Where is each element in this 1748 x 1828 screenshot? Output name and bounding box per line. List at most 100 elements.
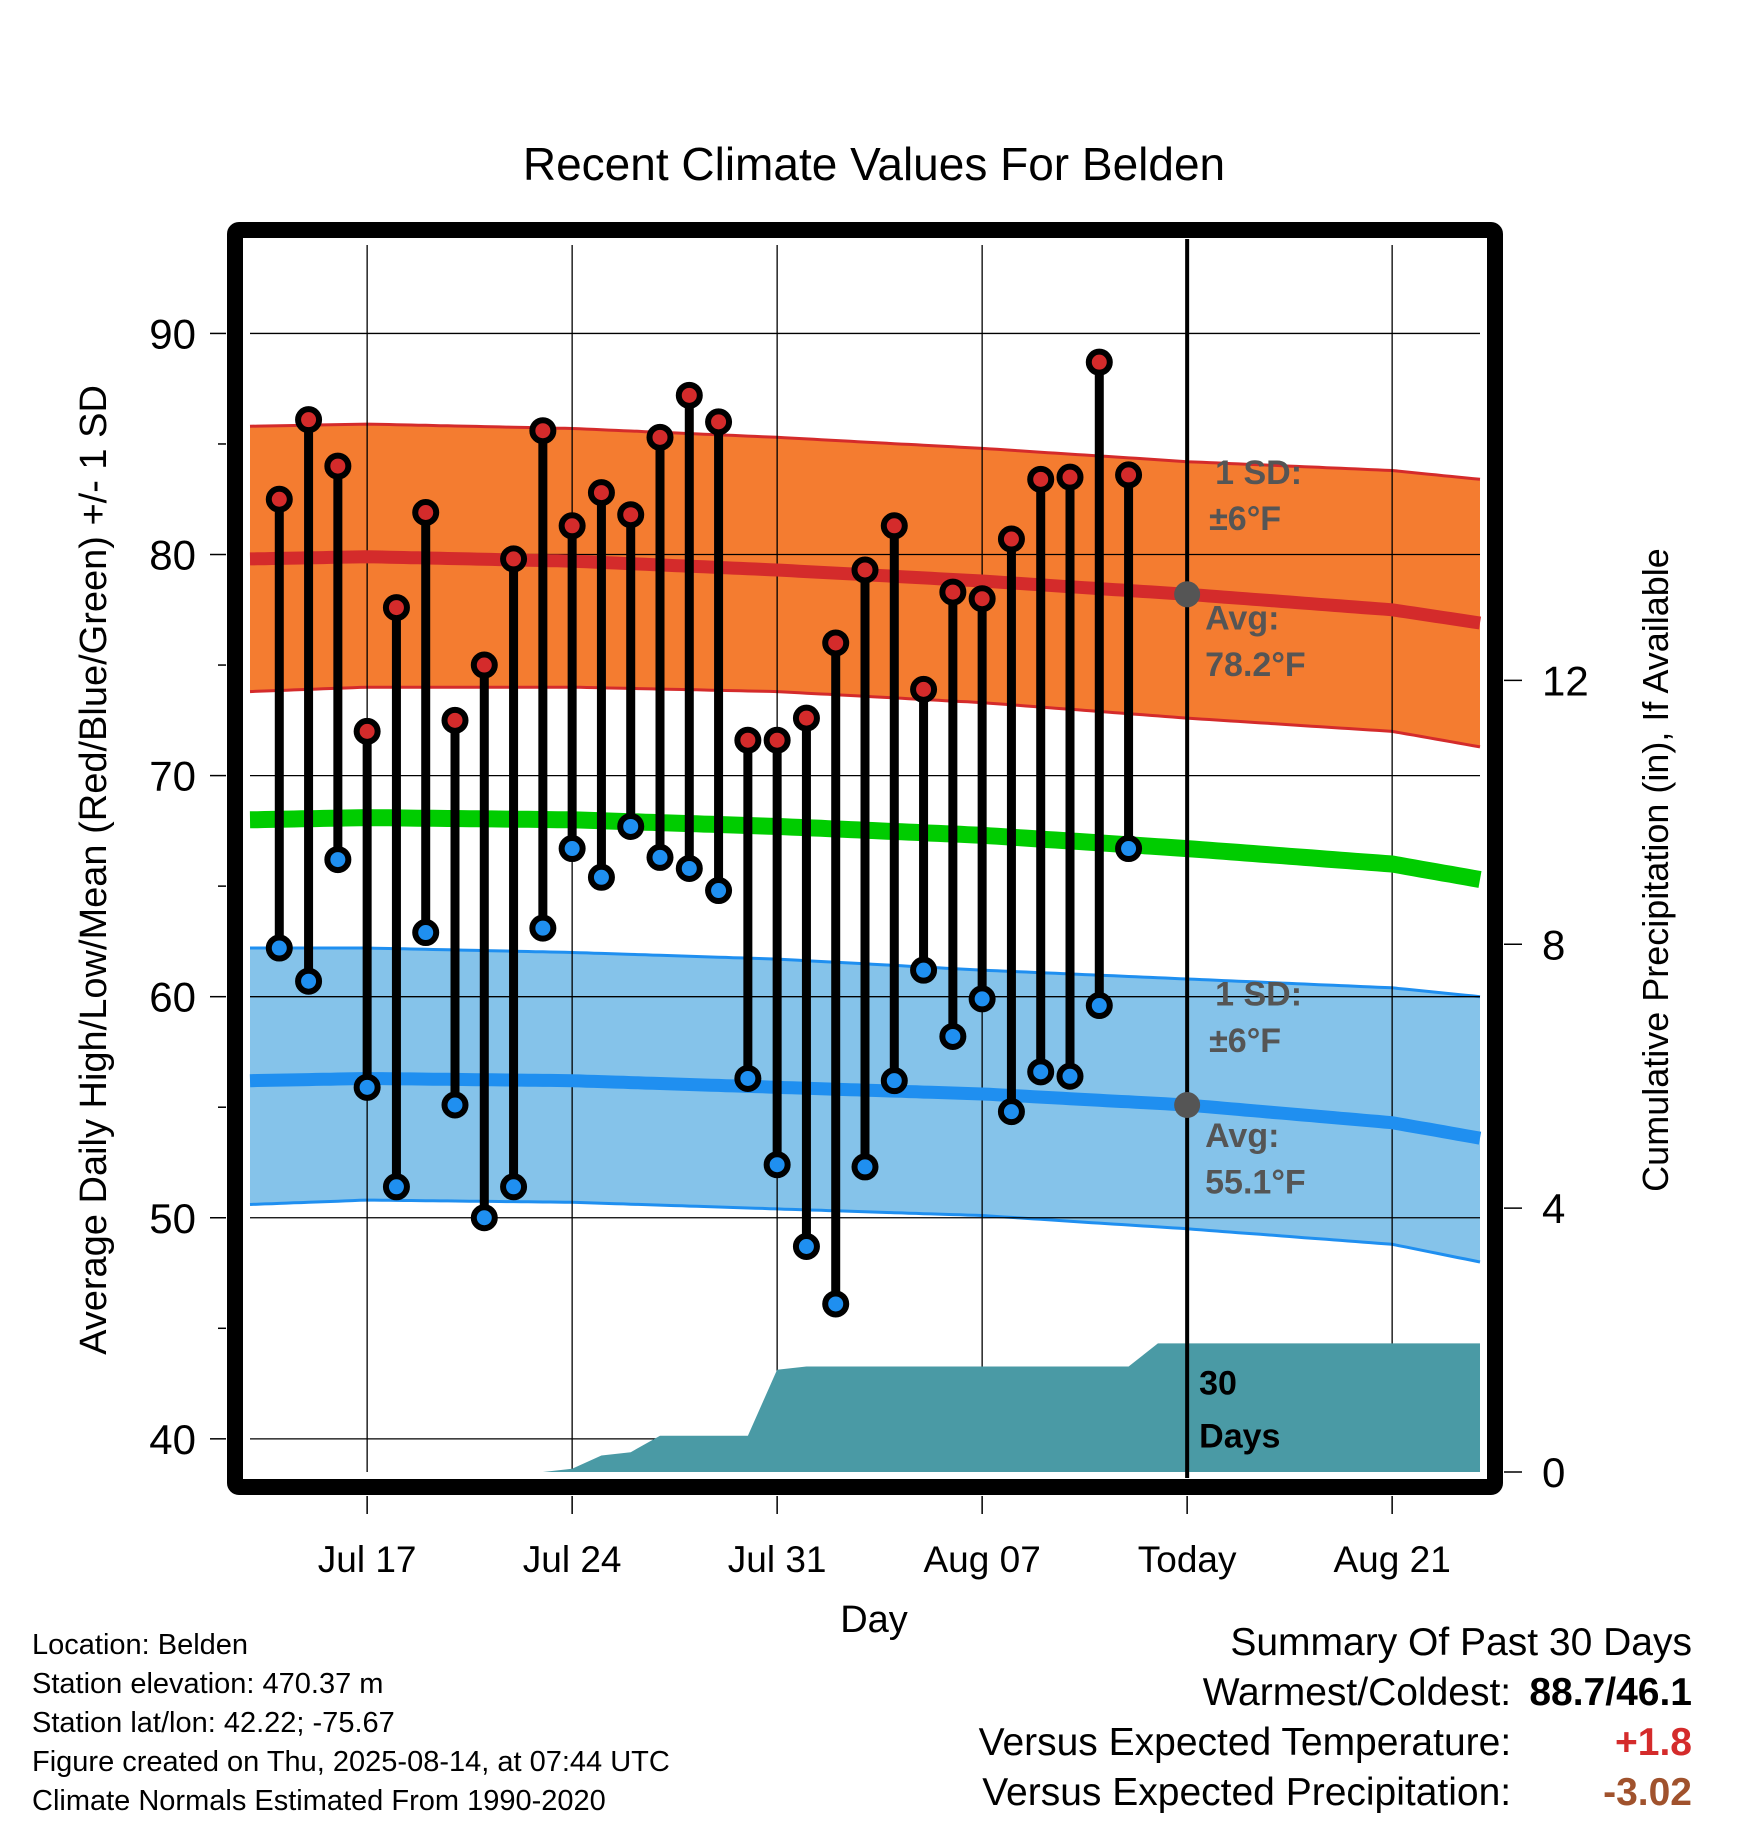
y-tick-label: 60: [149, 974, 196, 1021]
axes: 40 50 60 70 80 90 0 4 8 12 Jul 17 Jul 24 Jul 31 Aug 0…: [149, 310, 1588, 1580]
daily-low-marker: [353, 1073, 381, 1101]
daily-high-marker: [558, 512, 586, 540]
y2-axis-label: Cumulative Precipitation (in), If Availa…: [1635, 548, 1676, 1192]
low-sd-lower-edge: [249, 1198, 1481, 1264]
low-sd-label: 1 SD:: [1215, 976, 1302, 1014]
x-tick-label: Aug 07: [924, 1539, 1041, 1580]
daily-range-stems: [274, 362, 1134, 1304]
daily-high-marker: [382, 594, 410, 622]
low-avg-label: Avg:: [1205, 1117, 1279, 1155]
daily-low-marker: [529, 914, 557, 942]
high-avg-label: Avg:: [1205, 600, 1279, 638]
summary-panel: Summary Of Past 30 Days Warmest/Coldest:…: [979, 1618, 1692, 1818]
precipitation-fill: [250, 1343, 1480, 1472]
low-avg-value: 55.1°F: [1205, 1163, 1306, 1201]
daily-low-marker: [968, 985, 996, 1013]
y-tick-label: 80: [149, 532, 196, 579]
plot-border: [227, 222, 1503, 1495]
daily-low-marker: [1056, 1062, 1084, 1090]
daily-low-marker: [587, 863, 615, 891]
temp-value: +1.8: [1615, 1721, 1692, 1764]
daily-high-marker: [500, 545, 528, 573]
y-tick-label: 40: [149, 1416, 196, 1463]
daily-low-marker: [382, 1173, 410, 1201]
daily-low-marker: [675, 854, 703, 882]
daily-low-marker: [324, 846, 352, 874]
daily-high-marker: [851, 556, 879, 584]
daily-markers: [265, 348, 1201, 1318]
plot-frame: [227, 222, 1503, 1495]
daily-low-marker: [470, 1204, 498, 1232]
daily-high-marker: [646, 423, 674, 451]
daily-low-marker: [822, 1290, 850, 1318]
daily-high-marker: [1027, 465, 1055, 493]
high-sd-label: 1 SD:: [1215, 454, 1302, 492]
daily-low-marker: [558, 835, 586, 863]
daily-high-marker: [939, 578, 967, 606]
x-tick-label: Jul 24: [523, 1539, 622, 1580]
daily-low-marker: [295, 967, 323, 995]
daily-high-marker: [1115, 461, 1143, 489]
today-high-average-marker: [1174, 581, 1201, 608]
daily-low-marker: [880, 1067, 908, 1095]
location-text: Location: Belden: [32, 1629, 249, 1661]
x-axis-label: Day: [840, 1599, 908, 1641]
daily-low-marker: [910, 956, 938, 984]
daily-low-marker: [705, 877, 733, 905]
daily-low-marker: [1115, 835, 1143, 863]
daily-low-marker: [851, 1153, 879, 1181]
daily-high-marker: [617, 501, 645, 529]
high-sd-value: ±6°F: [1209, 500, 1281, 538]
high-avg-value: 78.2°F: [1205, 646, 1306, 684]
annotations: 1 SD: ±6°F Avg: 78.2°F 1 SD: ±6°F Avg: 55.1°F 30…: [1199, 454, 1306, 1456]
x-tick-label: Today: [1138, 1539, 1237, 1580]
daily-high-marker: [353, 717, 381, 745]
daily-low-marker: [997, 1098, 1025, 1126]
summary-warmest-row: Warmest/Coldest: 88.7/46.1: [979, 1668, 1692, 1718]
y-tick-label: 70: [149, 753, 196, 800]
chart-title: Recent Climate Values For Belden: [523, 138, 1225, 190]
summary-precip-row: Versus Expected Precipitation: -3.02: [979, 1768, 1692, 1818]
daily-low-marker: [1085, 992, 1113, 1020]
y2-tick-label: 4: [1542, 1185, 1565, 1232]
y2-tick-label: 12: [1542, 657, 1589, 704]
daily-high-marker: [675, 381, 703, 409]
y2-tick-label: 8: [1542, 921, 1565, 968]
daily-high-marker: [822, 629, 850, 657]
normals-text: Climate Normals Estimated From 1990-2020: [32, 1785, 606, 1817]
days-count-number: 30: [1199, 1365, 1237, 1403]
daily-high-marker: [1056, 463, 1084, 491]
daily-low-marker: [1027, 1058, 1055, 1086]
daily-high-marker: [295, 406, 323, 434]
daily-high-marker: [968, 585, 996, 613]
low-sd-value: ±6°F: [1209, 1022, 1281, 1060]
daily-high-marker: [880, 512, 908, 540]
y-axis-label: Average Daily High/Low/Mean (Red/Blue/Gr…: [73, 385, 115, 1355]
y-tick-label: 50: [149, 1195, 196, 1242]
precipitation-area: [250, 1343, 1480, 1472]
daily-low-marker: [763, 1151, 791, 1179]
daily-low-marker: [646, 843, 674, 871]
x-tick-label: Jul 17: [318, 1539, 417, 1580]
warmest-label: Warmest/Coldest:: [1202, 1671, 1512, 1714]
daily-high-marker: [265, 485, 293, 513]
daily-low-marker: [939, 1022, 967, 1050]
daily-high-marker: [763, 726, 791, 754]
daily-high-marker: [529, 417, 557, 445]
x-tick-label: Jul 31: [728, 1539, 827, 1580]
daily-low-marker: [412, 919, 440, 947]
y2-tick-label: 0: [1542, 1449, 1565, 1496]
daily-low-marker: [792, 1232, 820, 1260]
daily-high-marker: [412, 499, 440, 527]
daily-high-marker: [470, 651, 498, 679]
daily-high-marker: [705, 408, 733, 436]
latlon-text: Station lat/lon: 42.22; -75.67: [32, 1707, 395, 1739]
today-low-average-marker: [1174, 1092, 1201, 1119]
daily-low-marker: [734, 1064, 762, 1092]
daily-low-marker: [617, 812, 645, 840]
daily-high-marker: [997, 525, 1025, 553]
precip-value: -3.02: [1603, 1771, 1692, 1814]
daily-high-marker: [734, 726, 762, 754]
warmest-value: 88.7/46.1: [1529, 1671, 1692, 1714]
